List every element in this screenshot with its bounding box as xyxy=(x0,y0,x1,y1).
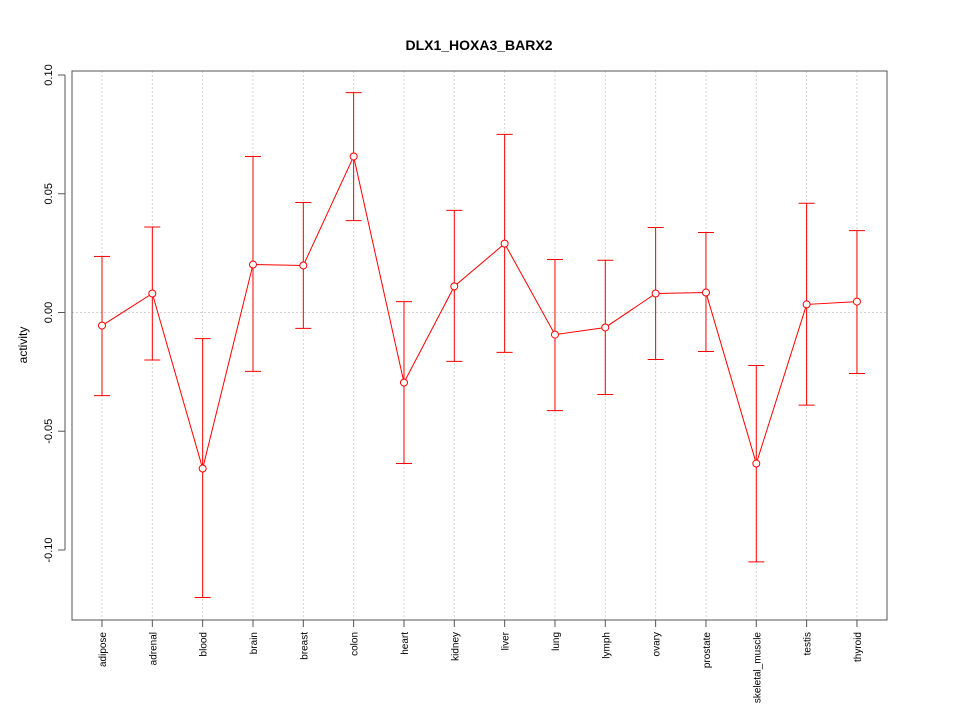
data-point xyxy=(601,323,610,332)
y-tick-label: 0.00 xyxy=(43,302,55,323)
x-tick-label: brain xyxy=(249,632,260,654)
x-tick-label: prostate xyxy=(702,632,713,669)
data-point xyxy=(450,282,459,291)
x-tick-label: skeletal_muscle xyxy=(752,632,763,704)
data-point xyxy=(349,152,358,161)
x-tick-label: adipose xyxy=(98,632,109,667)
x-tick-label: kidney xyxy=(450,632,461,661)
chart-title: DLX1_HOXA3_BARX2 xyxy=(405,37,552,53)
data-point xyxy=(148,289,157,298)
data-point xyxy=(399,378,408,387)
data-point xyxy=(651,289,660,298)
x-tick-label: colon xyxy=(350,632,361,656)
data-point xyxy=(701,288,710,297)
plot-frame xyxy=(71,70,888,621)
y-axis-label: activity xyxy=(16,327,30,364)
x-tick-label: blood xyxy=(199,632,210,656)
data-point xyxy=(299,261,308,270)
x-tick-label: thyroid xyxy=(853,632,864,662)
x-tick-label: lymph xyxy=(601,632,612,659)
data-point xyxy=(550,330,559,339)
data-point xyxy=(802,300,811,309)
x-tick-label: breast xyxy=(299,632,310,660)
y-tick-label: 0.05 xyxy=(43,183,55,204)
y-tick-label: -0.05 xyxy=(43,419,55,444)
x-tick-label: lung xyxy=(551,632,562,651)
data-point xyxy=(500,239,509,248)
series-line xyxy=(101,154,857,471)
x-tick-label: ovary xyxy=(652,632,663,656)
data-point xyxy=(198,464,207,473)
x-tick-label: adrenal xyxy=(148,632,159,665)
data-point xyxy=(98,321,106,330)
data-point xyxy=(852,297,861,306)
x-tick-label: heart xyxy=(400,632,411,655)
x-tick-label: liver xyxy=(501,631,512,650)
y-tick-label: -0.10 xyxy=(43,537,55,562)
x-tick-label: testis xyxy=(803,632,814,655)
data-point xyxy=(752,459,761,468)
y-tick-label: 0.10 xyxy=(43,64,55,85)
data-point xyxy=(248,260,257,269)
